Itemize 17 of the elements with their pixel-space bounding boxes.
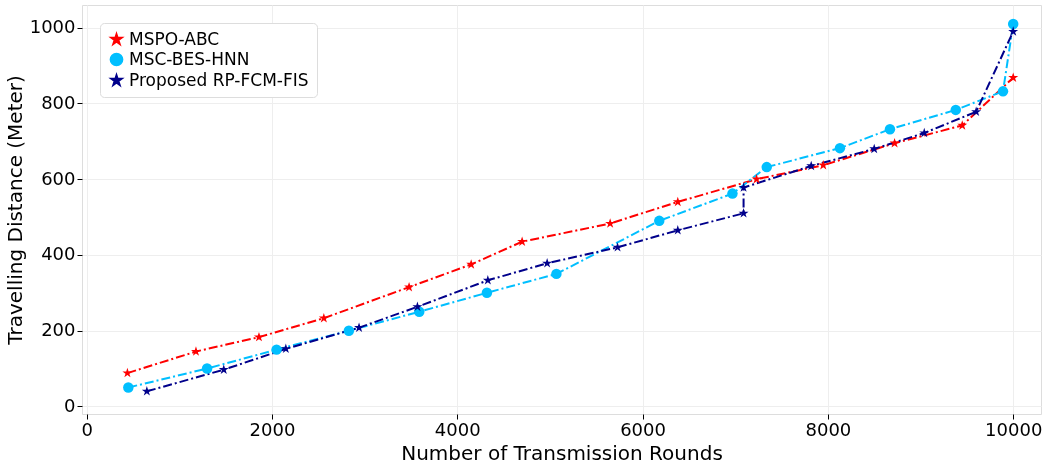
legend-label: MSC-BES-HNN (129, 48, 250, 69)
legend-label: MSPO-ABC (129, 28, 220, 49)
y-tick-label: 800 (41, 91, 76, 113)
y-axis-title: Travelling Distance (Meter) (2, 75, 27, 346)
x-tick-label: 2000 (249, 418, 296, 440)
x-tick-label: 0 (81, 418, 93, 440)
y-tick-label: 400 (41, 243, 76, 265)
x-tick-label: 4000 (434, 418, 481, 440)
x-tick-label: 8000 (805, 418, 852, 440)
y-tick-label: 1000 (29, 16, 76, 38)
x-tick-label: 10000 (985, 418, 1043, 440)
x-axis-title: Number of Transmission Rounds (401, 440, 723, 465)
x-tick-label: 6000 (620, 418, 666, 440)
y-tick-label: 600 (41, 167, 76, 189)
y-tick-label: 200 (41, 319, 76, 341)
y-tick-label: 0 (64, 394, 76, 416)
legend-label: Proposed RP-FCM-FIS (129, 69, 309, 90)
